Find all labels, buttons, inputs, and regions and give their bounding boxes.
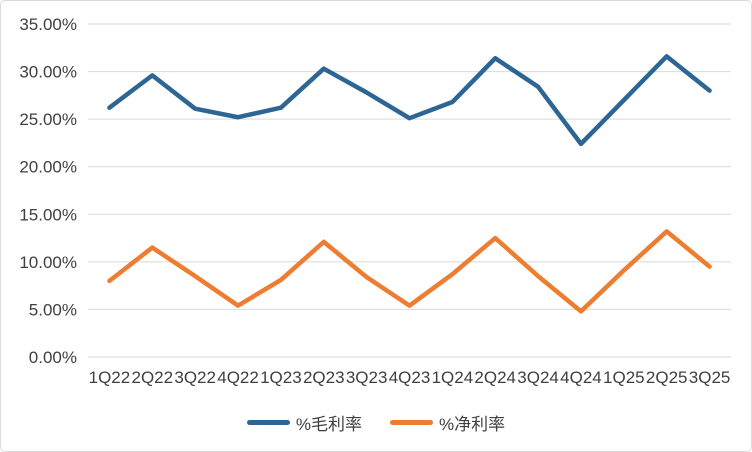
legend-label-gross-margin: %毛利率 <box>295 414 362 434</box>
x-axis-category-label: 3Q25 <box>689 368 731 387</box>
x-axis-category-label: 3Q23 <box>346 368 388 387</box>
x-axis-category-label: 1Q23 <box>260 368 302 387</box>
x-axis-category-label: 4Q22 <box>217 368 259 387</box>
series-line-0 <box>107 54 712 147</box>
legend-label-net-margin: %净利率 <box>439 414 506 434</box>
x-axis-category-label: 2Q24 <box>474 368 516 387</box>
legend-item-net-margin: %净利率 <box>390 410 505 435</box>
y-axis-tick-label: 15.00% <box>19 205 77 224</box>
x-axis-category-labels: 1Q22 2Q22 3Q22 4Q22 1Q23 2Q23 3Q23 4Q23 1Q24 2Q24… <box>89 368 731 387</box>
x-axis-category-label: 2Q23 <box>303 368 345 387</box>
legend-swatch-net-margin <box>390 419 433 425</box>
x-axis-category-label: 4Q24 <box>560 368 602 387</box>
y-axis-tick-label: 30.00% <box>19 63 77 82</box>
x-axis-category-label: 4Q23 <box>389 368 431 387</box>
x-axis-category-label: 1Q24 <box>432 368 474 387</box>
x-axis-category-label: 3Q22 <box>174 368 216 387</box>
x-axis-category-label: 1Q22 <box>89 368 131 387</box>
y-axis-tick-label: 0.00% <box>29 348 77 367</box>
y-axis-tick-label: 20.00% <box>19 158 77 177</box>
y-axis-tick-labels: 0.00% 5.00% 10.00% 15.00% 20.00% 25.00% 30.00%… <box>19 15 77 367</box>
chart-legend: %毛利率 %净利率 <box>1 410 751 434</box>
y-axis-tick-label: 5.00% <box>29 300 77 319</box>
y-axis-tick-label: 35.00% <box>19 15 77 34</box>
x-axis-category-label: 2Q25 <box>646 368 688 387</box>
legend-item-gross-margin: %毛利率 <box>246 410 362 435</box>
legend-swatch-gross-margin <box>246 419 290 425</box>
x-axis-category-label: 1Q25 <box>603 368 645 387</box>
x-axis-category-label: 2Q22 <box>132 368 174 387</box>
series-lines <box>107 54 712 314</box>
y-axis-tick-label: 10.00% <box>19 253 77 272</box>
series-line-1 <box>107 229 712 314</box>
x-axis-category-label: 3Q24 <box>517 368 559 387</box>
y-axis-tick-label: 25.00% <box>19 110 77 129</box>
